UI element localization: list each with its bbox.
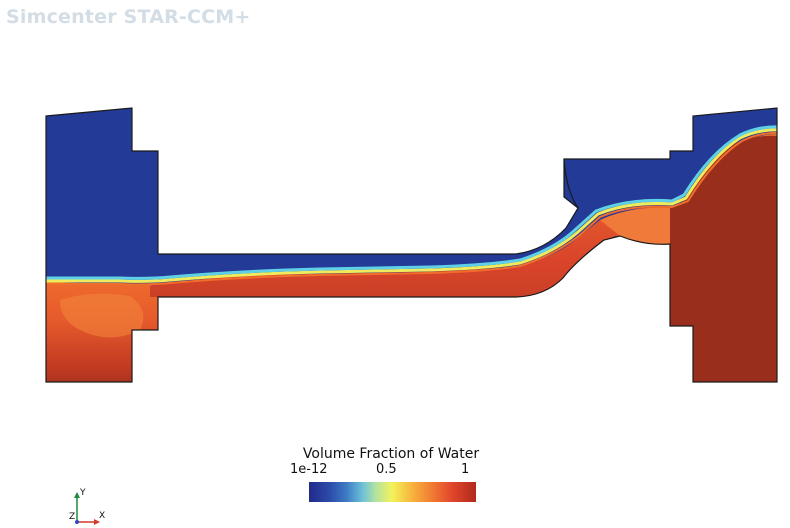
domain-outline	[45, 107, 778, 383]
z-axis-dot	[75, 520, 79, 524]
app-title: Simcenter STAR-CCM+	[6, 6, 251, 28]
legend-title: Volume Fraction of Water	[302, 446, 480, 462]
x-axis-label: X	[99, 511, 105, 521]
y-axis-arrowhead	[74, 492, 80, 498]
x-axis-arrowhead	[94, 519, 100, 525]
interface-orange-line	[46, 131, 777, 286]
legend-tick-mid: 0.5	[376, 462, 397, 477]
legend-colorbar	[309, 482, 476, 502]
interface-yellow-line	[46, 128, 777, 283]
legend-tick-min: 1e-12	[290, 462, 328, 477]
right-tank-water	[670, 135, 777, 382]
legend-tick-max: 1	[461, 462, 470, 477]
axis-triad[interactable]: Y Z X	[66, 486, 116, 526]
bump-water	[600, 207, 670, 245]
z-axis-label: Z	[69, 512, 75, 522]
y-axis-label: Y	[79, 488, 86, 498]
fluid-domain	[46, 108, 777, 382]
interface-cyan-line	[46, 125, 777, 280]
weir-curve	[563, 158, 579, 209]
left-tank-swirl	[60, 293, 144, 338]
